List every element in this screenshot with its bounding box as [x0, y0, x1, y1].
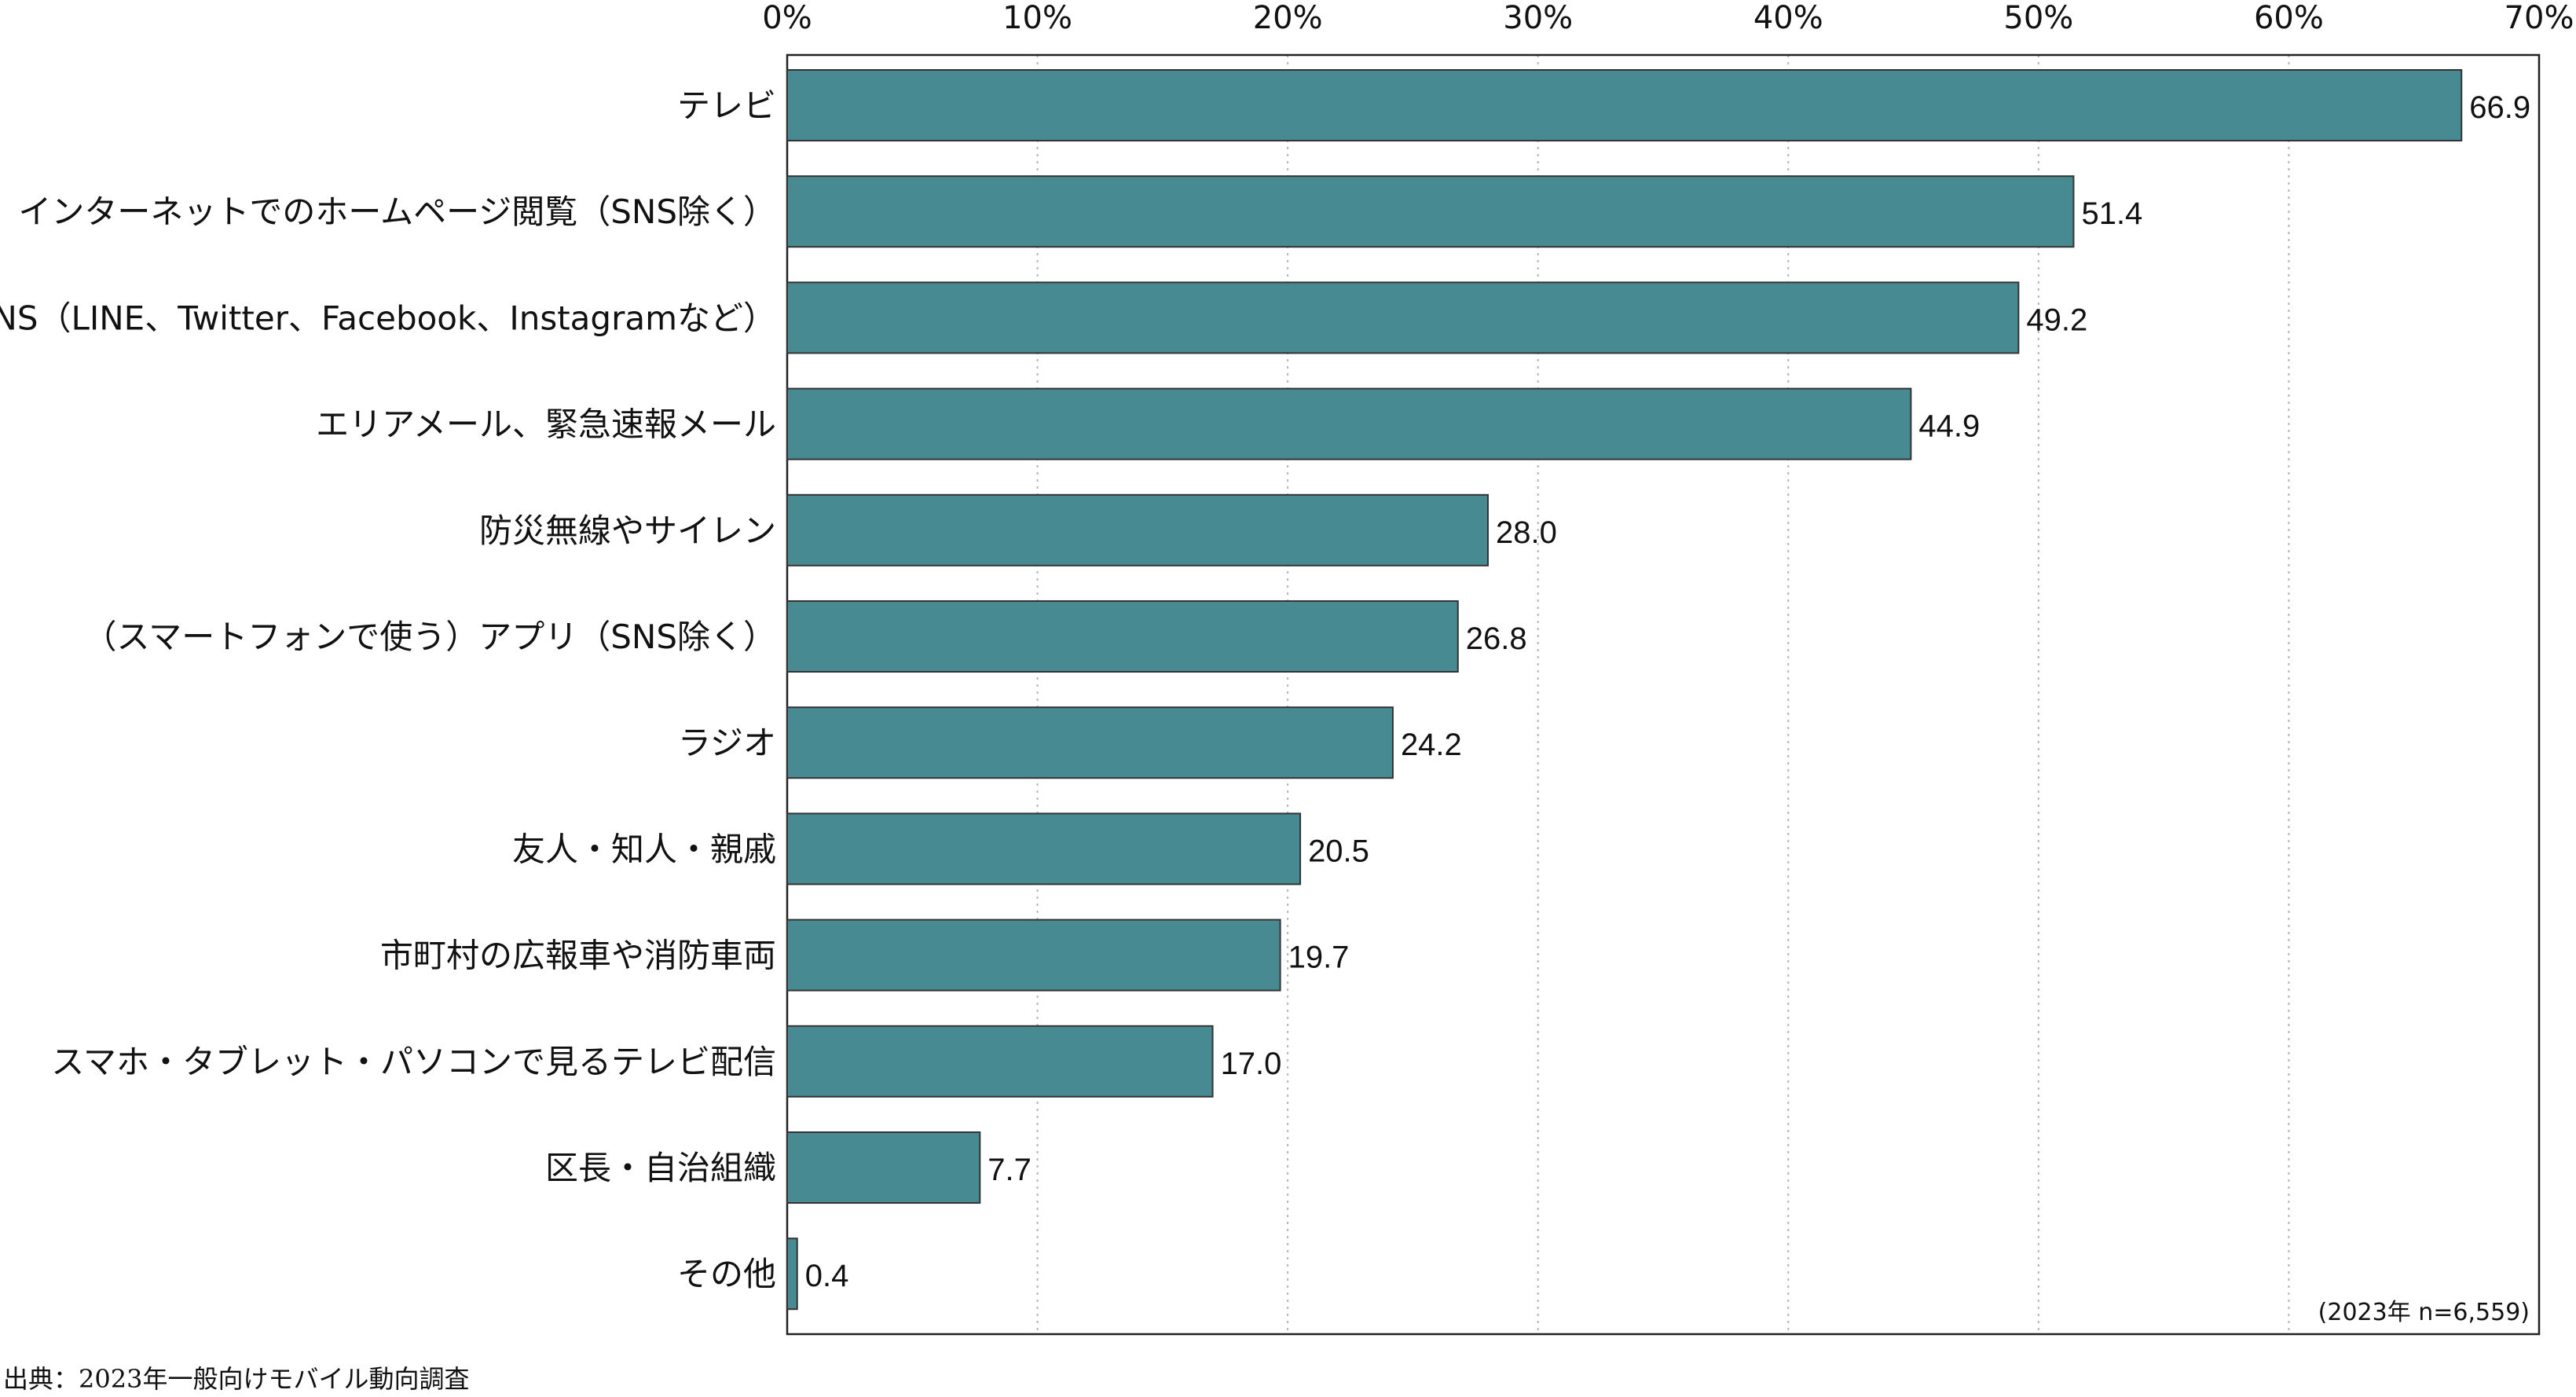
value-label: 7.7 — [988, 1153, 1031, 1187]
value-label: 49.2 — [2026, 302, 2087, 337]
x-tick-label: 10% — [1002, 0, 1072, 36]
category-label: 区長・自治組織 — [545, 1149, 776, 1187]
category-label: SNS（LINE、Twitter、Facebook、Instagramなど） — [0, 299, 776, 337]
x-tick-label: 40% — [1753, 0, 1823, 36]
bar — [786, 175, 2075, 248]
category-label: 市町村の広報車や消防車両 — [380, 937, 776, 975]
x-tick-label: 60% — [2254, 0, 2324, 36]
bar — [786, 1131, 981, 1204]
value-label: 20.5 — [1308, 834, 1369, 868]
category-label: その他 — [677, 1255, 776, 1293]
category-label: スマホ・タブレット・パソコンで見るテレビ配信 — [51, 1043, 776, 1081]
x-tick-label: 20% — [1253, 0, 1323, 36]
category-label: （スマートフォンで使う）アプリ（SNS除く） — [84, 618, 776, 656]
bar — [786, 600, 1459, 673]
x-tick-label: 30% — [1503, 0, 1573, 36]
category-label: ラジオ — [678, 724, 776, 762]
value-label: 66.9 — [2469, 90, 2530, 125]
value-label: 0.4 — [805, 1259, 849, 1293]
bar — [786, 1025, 1214, 1098]
value-label: 24.2 — [1401, 728, 1462, 762]
category-label: インターネットでのホームページ閲覧（SNS除く） — [18, 192, 776, 231]
bar — [786, 706, 1394, 779]
bar — [786, 918, 1281, 992]
category-label: 防災無線やサイレン — [479, 512, 776, 550]
value-label: 17.0 — [1221, 1047, 1282, 1081]
value-label: 51.4 — [2081, 196, 2142, 231]
category-label: テレビ — [677, 86, 776, 125]
value-label: 28.0 — [1496, 515, 1557, 550]
x-tick-label: 50% — [2003, 0, 2073, 36]
value-label: 19.7 — [1288, 940, 1350, 975]
x-tick-label: 70% — [2505, 0, 2574, 36]
bar — [786, 1238, 798, 1311]
sample-size-note: (2023年 n=6,559) — [2318, 1299, 2530, 1326]
plot-frame — [786, 53, 2541, 1336]
category-label: 友人・知人・親戚 — [512, 830, 776, 868]
value-label: 26.8 — [1466, 622, 1527, 656]
bar — [786, 493, 1489, 566]
category-label: エリアメール、緊急速報メール — [316, 405, 776, 444]
bar — [786, 281, 2020, 354]
source-label: 出典：2023年一般向けモバイル動向調査 — [3, 1364, 470, 1394]
bar — [786, 387, 1912, 460]
x-tick-label: 0% — [762, 0, 812, 36]
value-label: 44.9 — [1918, 409, 1980, 444]
bar — [786, 69, 2463, 141]
bar — [786, 812, 1302, 886]
